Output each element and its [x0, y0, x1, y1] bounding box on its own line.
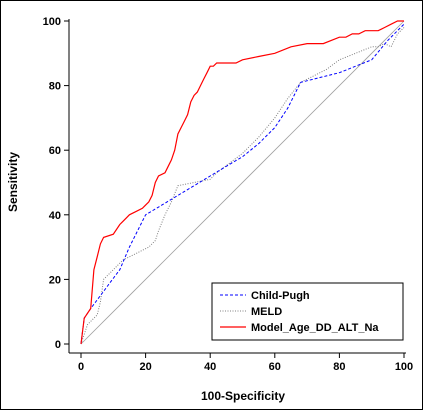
- y-tick-label: 80: [49, 81, 61, 93]
- reference-diagonal-line: [80, 20, 405, 345]
- series-line-3: [80, 20, 404, 345]
- y-tick-label: 60: [49, 145, 61, 157]
- x-tick-label: 80: [333, 361, 345, 373]
- legend-box: [211, 282, 404, 341]
- y-axis-label: Sensitivity: [6, 152, 20, 212]
- legend-entry: Child-Pugh: [251, 290, 310, 302]
- y-tick-label: 20: [49, 274, 61, 286]
- y-tick-label: 0: [55, 339, 61, 351]
- legend: Child-Pugh MELD Model_Age_DD_ALT_Na: [211, 282, 404, 341]
- x-tick-label: 0: [78, 361, 84, 373]
- x-axis-label: 100-Specificity: [201, 389, 285, 403]
- x-tick-label: 20: [139, 361, 151, 373]
- y-tick-label: 40: [49, 210, 61, 222]
- y-tick-label: 100: [43, 16, 61, 28]
- x-tick-label: 60: [269, 361, 281, 373]
- legend-entry: MELD: [251, 306, 282, 318]
- x-tick-label: 40: [204, 361, 216, 373]
- series-layer: [80, 20, 405, 345]
- series-line-1: [80, 23, 405, 345]
- axes-layer: 0 20 40 60 80 100 0 20 40 60 80 100: [43, 16, 414, 373]
- legend-entry: Model_Age_DD_ALT_Na: [251, 322, 379, 334]
- x-tick-label: 100: [395, 361, 413, 373]
